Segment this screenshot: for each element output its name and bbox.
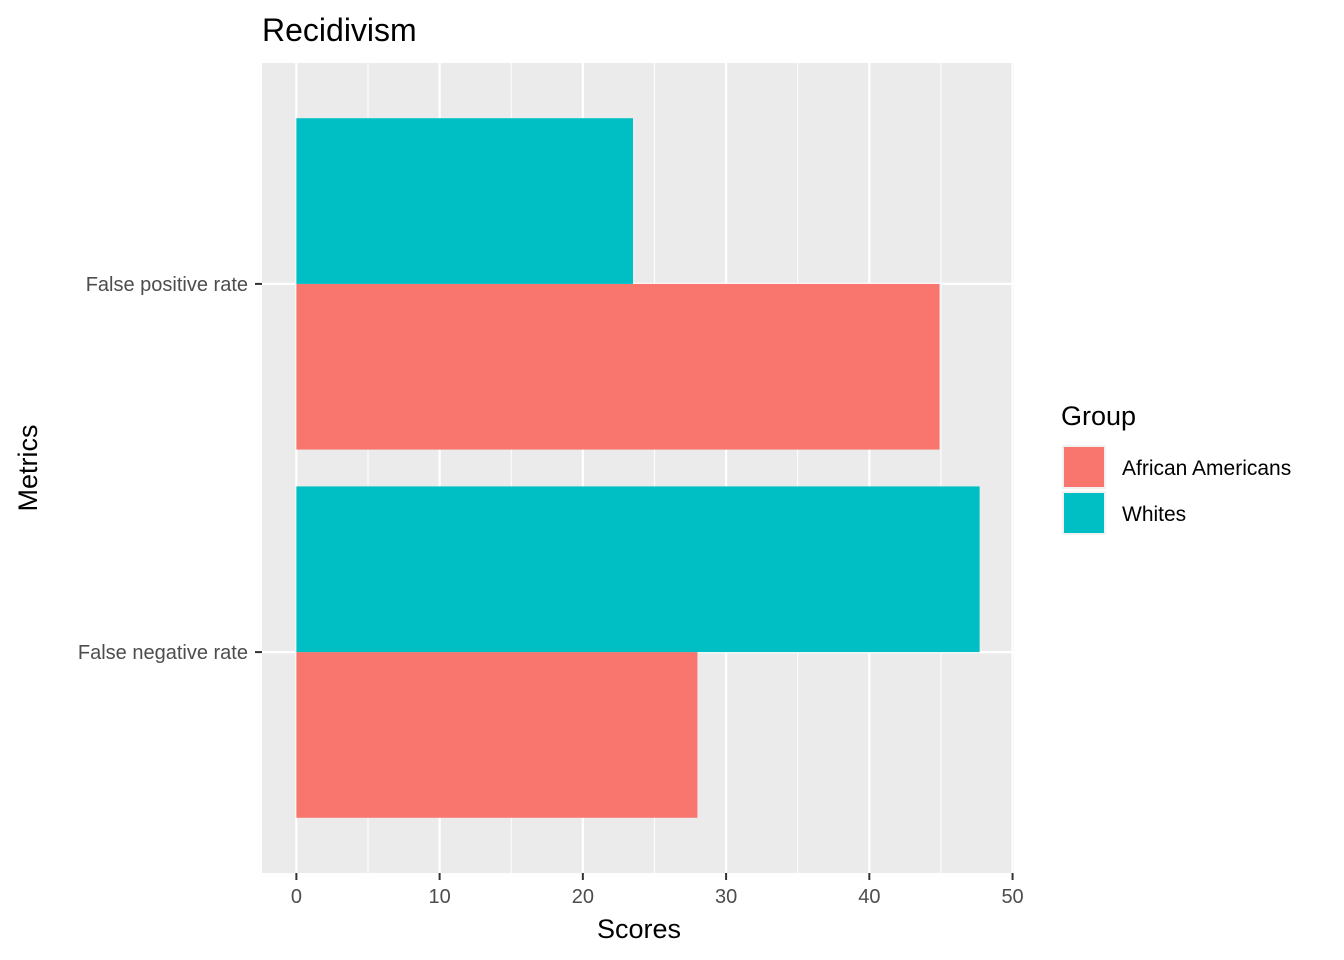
legend-title: Group: [1061, 401, 1136, 431]
x-tick-label: 40: [858, 886, 880, 908]
bar-whites-false-negative-rate: [296, 486, 980, 653]
y-tick-label: False negative rate: [78, 642, 248, 664]
x-axis: 0 10 20 30 40 50: [291, 873, 1024, 908]
y-axis-title: Metrics: [13, 425, 43, 512]
y-tick-label: False positive rate: [86, 274, 248, 296]
legend-label-whites: Whites: [1122, 503, 1186, 526]
x-tick-label: 0: [291, 886, 302, 908]
legend: Group African Americans Whites: [1061, 401, 1291, 535]
x-tick-label: 10: [428, 886, 450, 908]
bar-whites-false-positive-rate: [296, 118, 633, 284]
legend-label-african-americans: African Americans: [1122, 457, 1291, 480]
x-tick-label: 30: [715, 886, 737, 908]
y-axis: False negative rate False positive rate: [78, 274, 262, 664]
bars: [296, 118, 980, 818]
chart-title: Recidivism: [262, 12, 417, 48]
bar-african-americans-false-positive-rate: [296, 283, 940, 450]
x-axis-title: Scores: [597, 914, 681, 944]
x-tick-label: 50: [1001, 886, 1023, 908]
x-tick-label: 20: [572, 886, 594, 908]
legend-key-whites: [1064, 493, 1104, 533]
legend-key-african-americans: [1064, 447, 1104, 487]
bar-african-americans-false-negative-rate: [296, 652, 698, 818]
